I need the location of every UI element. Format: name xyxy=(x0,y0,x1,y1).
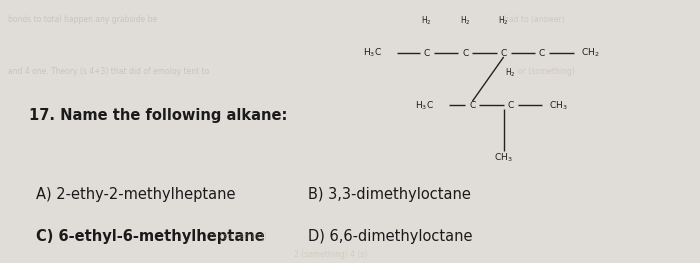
Text: CH$_3$: CH$_3$ xyxy=(494,151,513,164)
Text: CH$_3$: CH$_3$ xyxy=(549,99,568,112)
Text: C: C xyxy=(424,48,430,58)
Text: had to (answer): had to (answer) xyxy=(504,14,564,23)
Text: B) 3,3-dimethyloctane: B) 3,3-dimethyloctane xyxy=(308,187,471,202)
Text: H$_3$C: H$_3$C xyxy=(415,99,434,112)
Text: to (something): to (something) xyxy=(210,232,267,241)
Text: or (something): or (something) xyxy=(518,67,575,76)
Text: C: C xyxy=(539,48,545,58)
Text: H$_2$: H$_2$ xyxy=(421,14,432,27)
Text: H$_2$: H$_2$ xyxy=(498,14,509,27)
Text: C) 6-ethyl-6-methylheptane: C) 6-ethyl-6-methylheptane xyxy=(36,229,265,244)
Text: H$_2$: H$_2$ xyxy=(505,67,516,79)
Text: CH$_2$: CH$_2$ xyxy=(580,47,599,59)
Text: 17. Name the following alkane:: 17. Name the following alkane: xyxy=(29,108,287,123)
Text: H$_2$: H$_2$ xyxy=(460,14,470,27)
Text: C: C xyxy=(469,101,475,110)
Text: bonds to total happen any grabside be: bonds to total happen any grabside be xyxy=(8,14,157,23)
Text: C: C xyxy=(500,48,507,58)
Text: D) 6,6-dimethyloctane: D) 6,6-dimethyloctane xyxy=(308,229,472,244)
Text: C: C xyxy=(462,48,468,58)
Text: 2 (something) 4 (s): 2 (something) 4 (s) xyxy=(294,250,368,259)
Text: H$_3$C: H$_3$C xyxy=(363,47,382,59)
Text: C: C xyxy=(508,101,514,110)
Text: A) 2-ethy-2-methylheptane: A) 2-ethy-2-methylheptane xyxy=(36,187,235,202)
Text: and 4 one. Theory (s 4+3) that did of emoloy tent to: and 4 one. Theory (s 4+3) that did of em… xyxy=(8,67,209,76)
